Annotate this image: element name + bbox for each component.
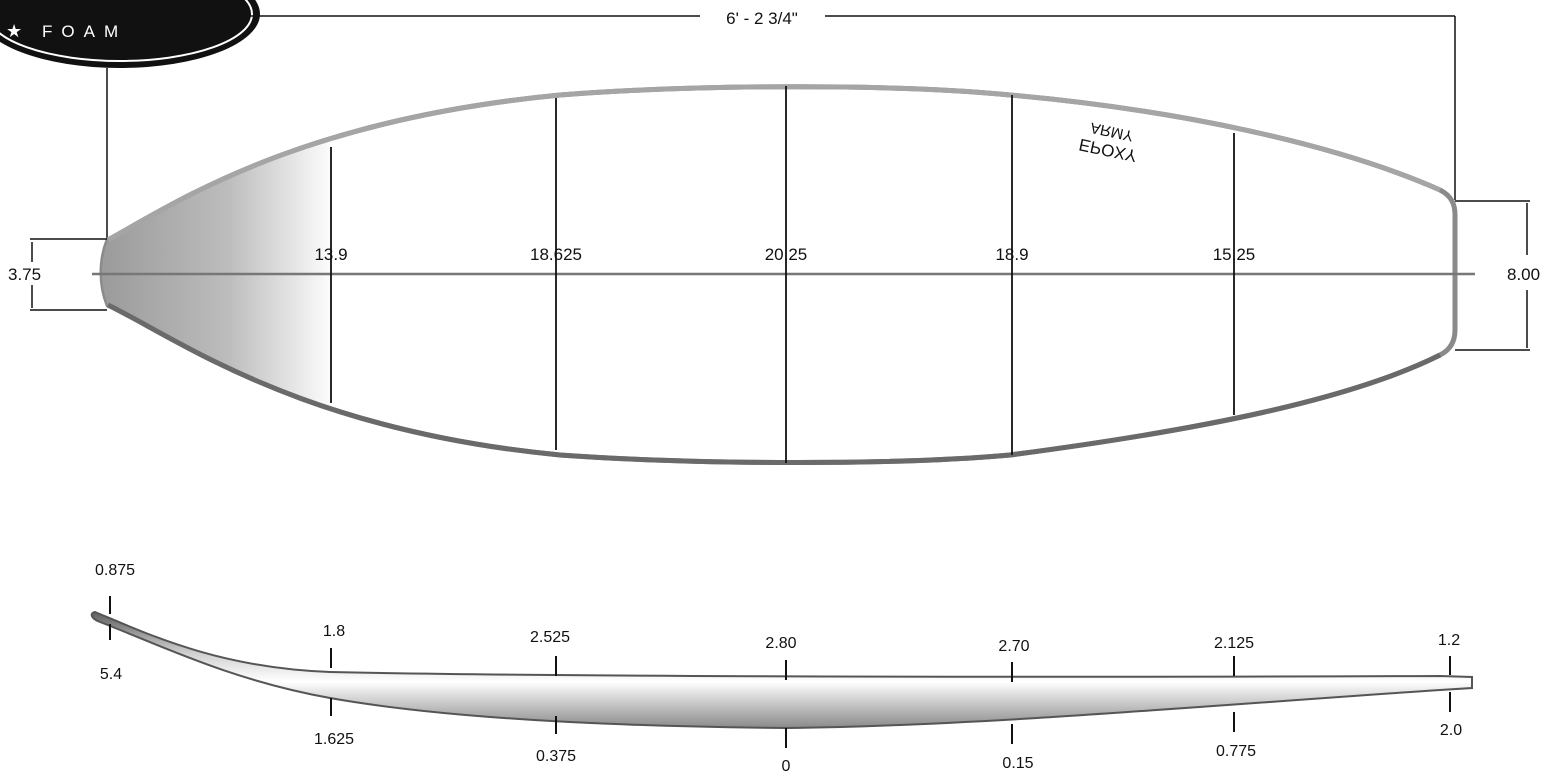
profile-bottom-label-4: 0 bbox=[782, 758, 791, 773]
width-label-1: 13.9 bbox=[314, 245, 347, 264]
profile-top-label-2: 1.8 bbox=[323, 623, 345, 640]
profile-bottom-label-7: 2.0 bbox=[1440, 722, 1462, 739]
profile-bottom-label-3: 0.375 bbox=[536, 748, 576, 765]
length-dimension: 6' - 2 3/4" bbox=[106, 9, 1456, 240]
nose-width-dimension: 3.75 bbox=[8, 238, 107, 311]
profile-bottom-label-6: 0.775 bbox=[1216, 743, 1256, 760]
width-label-2: 18.625 bbox=[530, 245, 582, 264]
nose-width-label: 3.75 bbox=[8, 265, 41, 284]
logo-wordmark: FOAM bbox=[42, 22, 127, 41]
profile-top-label-7: 1.2 bbox=[1438, 632, 1460, 649]
profile-top-label-1: 0.875 bbox=[95, 562, 135, 579]
width-label-3: 20.25 bbox=[765, 245, 808, 264]
overall-length-label: 6' - 2 3/4" bbox=[726, 9, 798, 28]
profile-top-label-3: 2.525 bbox=[530, 629, 570, 646]
width-label-4: 18.9 bbox=[995, 245, 1028, 264]
board-plan-view: 13.9 18.625 20.25 18.9 15.25 EPOXY ARMY bbox=[92, 84, 1475, 465]
profile-top-label-5: 2.70 bbox=[998, 638, 1029, 655]
profile-top-label-6: 2.125 bbox=[1214, 635, 1254, 652]
width-stations bbox=[330, 86, 1235, 463]
profile-bottom-label-5: 0.15 bbox=[1002, 755, 1033, 772]
tail-width-dimension: 8.00 bbox=[1455, 200, 1540, 351]
tail-width-label: 8.00 bbox=[1507, 265, 1540, 284]
profile-top-label-4: 2.80 bbox=[765, 635, 796, 652]
profile-bottom-label-2: 1.625 bbox=[314, 731, 354, 748]
profile-bottom-label-1: 5.4 bbox=[100, 666, 122, 683]
profile-markers bbox=[109, 596, 1451, 748]
brand-logo: ★ FOAM bbox=[0, 0, 260, 68]
logo-star-icon: ★ bbox=[6, 21, 22, 41]
board-profile-view bbox=[90, 610, 1473, 730]
width-label-5: 15.25 bbox=[1213, 245, 1256, 264]
